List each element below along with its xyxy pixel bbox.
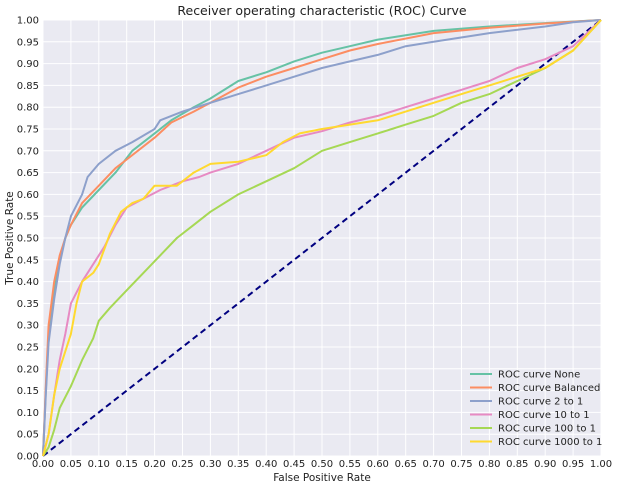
x-tick-label: 0.45 [283, 459, 305, 470]
legend-label: ROC curve None [498, 370, 580, 381]
y-tick-label: 0.95 [17, 37, 39, 48]
y-tick-label: 0.85 [17, 81, 39, 92]
y-tick-label: 0.30 [17, 321, 39, 332]
y-tick-label: 0.90 [17, 59, 39, 70]
y-tick-label: 0.25 [17, 343, 39, 354]
legend-label: ROC curve 1000 to 1 [498, 437, 602, 448]
x-tick-label: 1.00 [590, 459, 612, 470]
x-tick-label: 0.35 [227, 459, 249, 470]
x-axis-label: False Positive Rate [273, 472, 371, 484]
y-tick-label: 0.80 [17, 103, 39, 114]
series-line-4 [42, 19, 602, 457]
y-tick-label: 0.00 [17, 452, 39, 463]
y-tick-label: 0.10 [17, 408, 39, 419]
x-tick-label: 0.80 [478, 459, 500, 470]
x-tick-label: 0.15 [116, 459, 138, 470]
y-tick-label: 0.15 [17, 386, 39, 397]
legend-label: ROC curve 100 to 1 [498, 424, 596, 435]
series-lines [42, 19, 602, 457]
x-tick-label: 0.25 [171, 459, 193, 470]
x-tick-label: 0.60 [367, 459, 389, 470]
y-tick-label: 0.50 [17, 234, 39, 245]
y-tick-label: 0.65 [17, 168, 39, 179]
y-tick-label: 0.75 [17, 125, 39, 136]
y-tick-labels: 0.00 0.05 0.10 0.15 0.20 0.25 0.30 0.35 0.40 0.45… [17, 16, 39, 463]
series-line-3 [42, 19, 602, 457]
x-tick-label: 0.50 [311, 459, 333, 470]
x-tick-label: 0.30 [199, 459, 221, 470]
x-tick-label: 0.00 [32, 459, 54, 470]
series-line-1 [42, 19, 602, 457]
x-tick-label: 0.65 [395, 459, 417, 470]
y-tick-label: 0.05 [17, 430, 39, 441]
legend: ROC curve None ROC curve Balanced ROC curv… [470, 370, 602, 448]
legend-label: ROC curve 2 to 1 [498, 397, 583, 408]
y-axis-label: True Positive Rate [4, 191, 16, 286]
x-tick-label: 0.10 [88, 459, 110, 470]
x-tick-label: 0.75 [450, 459, 472, 470]
y-tick-label: 0.60 [17, 190, 39, 201]
y-tick-label: 0.45 [17, 255, 39, 266]
y-tick-label: 0.20 [17, 364, 39, 375]
x-tick-label: 0.90 [534, 459, 556, 470]
series-line-2 [42, 19, 602, 457]
legend-label: ROC curve 10 to 1 [498, 410, 590, 421]
y-tick-label: 0.40 [17, 277, 39, 288]
y-tick-label: 0.55 [17, 212, 39, 223]
y-tick-label: 0.70 [17, 146, 39, 157]
x-tick-label: 0.70 [422, 459, 444, 470]
y-tick-label: 1.00 [17, 16, 39, 27]
reference-diagonal-line [42, 19, 602, 457]
x-tick-label: 0.85 [506, 459, 528, 470]
legend-label: ROC curve Balanced [498, 383, 600, 394]
x-tick-label: 0.95 [562, 459, 584, 470]
x-tick-labels: 0.00 0.05 0.10 0.15 0.20 0.25 0.30 0.35 0.40 0.45… [32, 459, 612, 470]
series-line-5 [42, 19, 602, 457]
chart-title: Receiver operating characteristic (ROC) … [177, 3, 467, 18]
x-tick-label: 0.05 [60, 459, 82, 470]
x-tick-label: 0.20 [143, 459, 165, 470]
y-tick-label: 0.35 [17, 299, 39, 310]
x-tick-label: 0.40 [255, 459, 277, 470]
x-tick-label: 0.55 [339, 459, 361, 470]
